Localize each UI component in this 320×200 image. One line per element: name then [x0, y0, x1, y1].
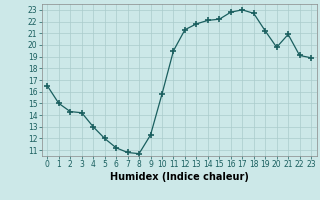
X-axis label: Humidex (Indice chaleur): Humidex (Indice chaleur)	[110, 172, 249, 182]
